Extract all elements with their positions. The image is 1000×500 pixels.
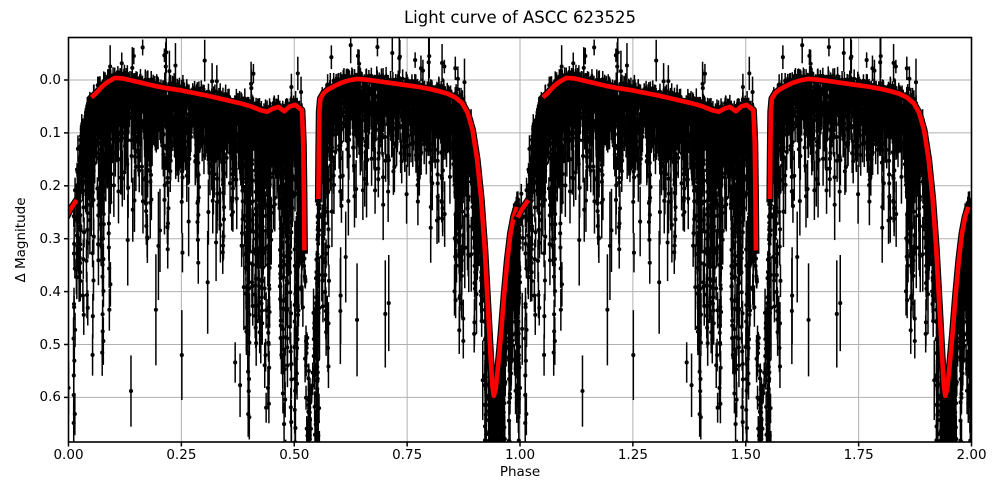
y-tick-label: 0.4 xyxy=(39,283,61,300)
chart-title: Light curve of ASCC 623525 xyxy=(403,8,637,27)
x-tick-label: 1.50 xyxy=(730,447,761,463)
x-tick-label: 1.75 xyxy=(843,447,874,463)
y-tick-label: 0.1 xyxy=(39,124,61,141)
y-tick-label: 0.5 xyxy=(39,336,61,353)
y-tick-label: 0.2 xyxy=(39,177,61,194)
x-tick-label: 0.75 xyxy=(392,447,423,463)
x-tick-label: 0.00 xyxy=(53,447,84,463)
x-tick-label: 0.50 xyxy=(279,447,310,463)
y-tick-label: 0.0 xyxy=(39,72,61,88)
x-tick-label: 2.00 xyxy=(956,447,987,463)
y-tick-label: 0.3 xyxy=(39,230,61,247)
y-tick-label: 0.6 xyxy=(39,389,61,406)
x-tick-label: 1.00 xyxy=(504,447,536,463)
x-tick-label: 1.25 xyxy=(617,447,648,463)
x-tick-label: 0.25 xyxy=(166,447,197,463)
x-axis-label: Phase xyxy=(499,464,541,480)
